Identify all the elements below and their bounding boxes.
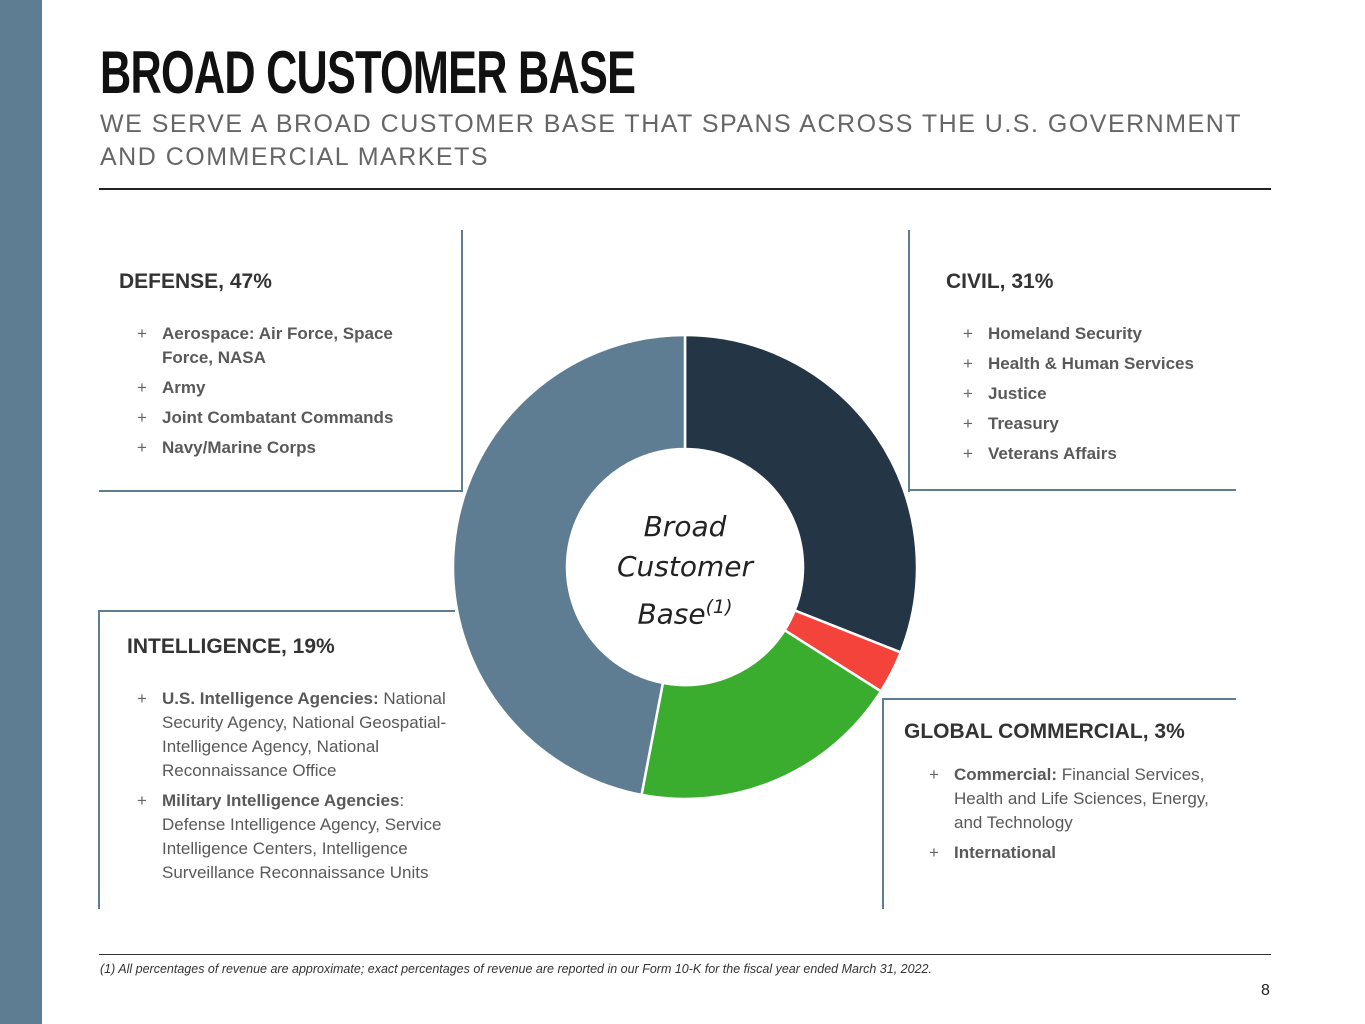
frame: [461, 230, 463, 492]
title: BROAD CUSTOMER BASE: [100, 39, 636, 106]
frame: [908, 489, 1236, 491]
list-item: Commercial: Financial Services, Health a…: [929, 763, 1229, 835]
item-text: Financial Services, Health and Life Scie…: [954, 765, 1209, 832]
list-item: Treasury: [963, 412, 1263, 436]
side-bar: [0, 0, 42, 1024]
footnote: (1) All percentages of revenue are appro…: [100, 962, 932, 976]
rule: [99, 188, 1271, 190]
item-strong: Army: [162, 378, 206, 397]
rule: [99, 954, 1271, 955]
list-item: Joint Combatant Commands: [137, 406, 427, 430]
center-label: Broad Customer Base(1): [585, 507, 785, 634]
donut-segment: [451, 333, 687, 797]
list-item: Aerospace: Air Force, Space Force, NASA: [137, 322, 427, 370]
center-text: Broad Customer Base: [616, 510, 753, 631]
subtitle: WE SERVE A BROAD CUSTOMER BASE THAT SPAN…: [100, 110, 1242, 171]
list-item: Army: [137, 376, 427, 400]
item-strong: Navy/Marine Corps: [162, 438, 316, 457]
panel-heading: GLOBAL COMMERCIAL, 3%: [904, 720, 1185, 743]
panel-list: U.S. Intelligence Agencies: National Sec…: [137, 687, 472, 891]
item-strong: Military Intelligence Agencies: [162, 791, 400, 810]
item-strong: Veterans Affairs: [988, 444, 1117, 463]
item-strong: U.S. Intelligence Agencies:: [162, 689, 379, 708]
item-text: National Security Agency, National Geosp…: [162, 689, 447, 780]
item-strong: Commercial:: [954, 765, 1057, 784]
panel-list: Homeland Security Health & Human Services…: [963, 322, 1263, 472]
list-item: International: [929, 841, 1229, 865]
list-item: Veterans Affairs: [963, 442, 1263, 466]
item-strong: Homeland Security: [988, 324, 1142, 343]
frame: [882, 698, 1236, 700]
page-number: 8: [1261, 982, 1270, 999]
frame: [908, 230, 910, 492]
list-item: U.S. Intelligence Agencies: National Sec…: [137, 687, 472, 783]
item-strong: Treasury: [988, 414, 1059, 433]
frame: [98, 610, 100, 909]
list-item: Justice: [963, 382, 1263, 406]
frame: [99, 490, 463, 492]
item-text: : Defense Intelligence Agency, Service I…: [162, 791, 442, 882]
donut-segment: [683, 333, 919, 655]
panel-list: Commercial: Financial Services, Health a…: [929, 763, 1229, 871]
donut-segment: [640, 628, 883, 801]
item-strong: Joint Combatant Commands: [162, 408, 394, 427]
frame: [99, 610, 455, 612]
panel-heading: CIVIL, 31%: [946, 270, 1054, 293]
panel-list: Aerospace: Air Force, Space Force, NASA A…: [137, 322, 427, 466]
center-note: (1): [705, 596, 733, 618]
item-strong: Justice: [988, 384, 1047, 403]
list-item: Homeland Security: [963, 322, 1263, 346]
list-item: Navy/Marine Corps: [137, 436, 427, 460]
list-item: Military Intelligence Agencies: Defense …: [137, 789, 472, 885]
item-strong: Aerospace: Air Force, Space Force, NASA: [162, 324, 393, 367]
frame: [882, 698, 884, 909]
list-item: Health & Human Services: [963, 352, 1263, 376]
panel-heading: INTELLIGENCE, 19%: [127, 635, 335, 658]
item-strong: Health & Human Services: [988, 354, 1194, 373]
panel-heading: DEFENSE, 47%: [119, 270, 272, 293]
item-strong: International: [954, 843, 1057, 862]
